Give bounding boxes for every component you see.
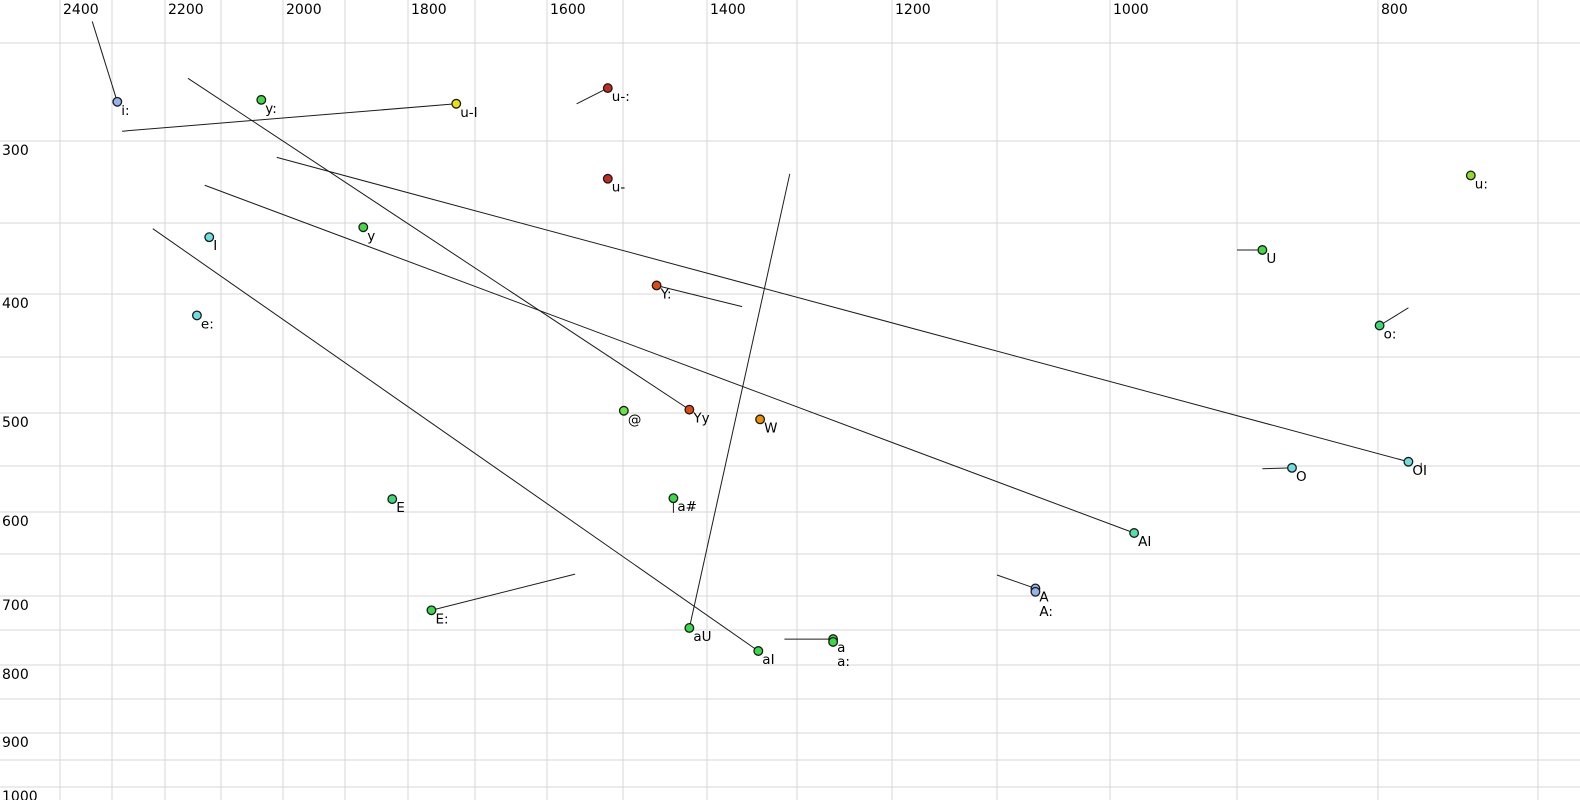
x-axis-tick-label: 2400 xyxy=(63,2,99,18)
vowel-point-label: E xyxy=(396,500,405,516)
x-axis-tick-label: 1800 xyxy=(411,2,447,18)
vowel-point-label: aI xyxy=(762,652,774,668)
vowel-point-label: i: xyxy=(121,103,129,119)
vowel-point[interactable] xyxy=(755,414,766,425)
vowel-point-label: OI xyxy=(1412,463,1427,479)
vowel-point[interactable] xyxy=(358,222,369,233)
vowel-point-label: AI xyxy=(1138,534,1151,550)
vowel-point-label: @ xyxy=(628,412,642,428)
y-axis-tick-label: 800 xyxy=(2,667,29,683)
trajectory-line xyxy=(122,103,457,132)
vowel-point[interactable] xyxy=(191,310,202,321)
x-axis-tick-label: 2000 xyxy=(286,2,322,18)
vowel-point-label: e: xyxy=(201,316,214,332)
x-axis-tick-label: 1200 xyxy=(895,2,931,18)
trajectory-line xyxy=(996,574,1036,589)
trajectory-line xyxy=(204,184,1135,534)
trajectory-line xyxy=(688,173,791,629)
trajectory-lines xyxy=(91,21,1422,652)
vowel-point-label: y xyxy=(367,228,375,244)
x-axis-tick-label: 2200 xyxy=(168,2,204,18)
vowel-point[interactable] xyxy=(451,98,462,109)
vowel-point-label: u- xyxy=(612,180,626,196)
vowel-point[interactable] xyxy=(668,493,679,504)
y-axis-tick-label: 700 xyxy=(2,598,29,614)
trajectory-line xyxy=(152,228,759,652)
vowel-point[interactable] xyxy=(1465,170,1476,181)
y-axis-tick-label: 400 xyxy=(2,296,29,312)
trajectory-line xyxy=(431,573,576,611)
vowel-point-label: u-I xyxy=(460,105,477,121)
x-axis-tick-labels: 2400 2200 2000 1800 1600 1400 1200 1000 800 xyxy=(63,2,1408,18)
vowel-point-label: Yy xyxy=(692,411,709,427)
y-axis-tick-label: 300 xyxy=(2,143,29,159)
vowel-point-label: O xyxy=(1296,469,1307,485)
vowel-point-label: y: xyxy=(265,101,277,117)
y-axis-tick-label: 600 xyxy=(2,514,29,530)
vowel-point[interactable] xyxy=(204,232,215,243)
vowel-point[interactable] xyxy=(426,605,437,616)
vowel-point[interactable] xyxy=(684,404,695,415)
trajectory-line xyxy=(91,21,118,102)
trajectory-line xyxy=(187,77,690,411)
trajectory-line xyxy=(276,156,1409,463)
vowel-point[interactable] xyxy=(1403,456,1414,467)
vowel-points xyxy=(112,83,1476,656)
vowel-point[interactable] xyxy=(684,623,695,633)
vowel-point-label: A xyxy=(1039,589,1049,605)
vowel-point[interactable] xyxy=(1129,528,1140,538)
vowel-point[interactable] xyxy=(1374,320,1385,331)
vowel-point-label: I xyxy=(213,238,217,254)
y-axis-tick-label: 1000 xyxy=(2,789,38,800)
vowel-point[interactable] xyxy=(828,636,839,647)
x-axis-tick-label: 1600 xyxy=(550,2,586,18)
y-axis-tick-labels: 300 400 500 600 700 800 900 1000 xyxy=(2,143,38,800)
vowel-point-label: o: xyxy=(1384,327,1397,343)
vowel-point[interactable] xyxy=(256,94,267,105)
vowel-point-label: u: xyxy=(1475,176,1488,192)
trajectory-line xyxy=(576,87,609,105)
vowel-point[interactable] xyxy=(387,494,398,505)
trajectory-line xyxy=(656,284,743,308)
vowel-point-label: U xyxy=(1266,251,1276,267)
vowel-point[interactable] xyxy=(1287,462,1297,473)
vowel-point-label: a xyxy=(837,640,845,656)
trajectory-line xyxy=(1379,307,1409,326)
vowel-point[interactable] xyxy=(602,173,613,184)
vowel-point[interactable] xyxy=(618,405,629,416)
vowel-point[interactable] xyxy=(1257,245,1268,255)
vowel-point-label: aU xyxy=(693,629,711,645)
vowel-point-label: A: xyxy=(1039,604,1053,620)
vowel-point-label: W xyxy=(764,420,777,436)
y-axis-tick-label: 500 xyxy=(2,415,29,431)
vowel-point-label: E: xyxy=(435,611,448,627)
x-axis-tick-label: 800 xyxy=(1381,2,1408,18)
vowel-point-label: a: xyxy=(837,654,850,670)
vowel-point[interactable] xyxy=(651,280,662,291)
vowel-point-labels: i: y: u-I u-: u-u: y I Ue: Y: o: @ Yy W O OI E a# AI AA: E:… xyxy=(121,89,1488,670)
vowel-point-label: u-: xyxy=(612,89,630,105)
x-axis-tick-label: 1400 xyxy=(710,2,746,18)
vowel-point-label: a# xyxy=(677,499,697,515)
vowel-point[interactable] xyxy=(112,96,123,107)
vowel-point[interactable] xyxy=(1030,586,1041,597)
vowel-point[interactable] xyxy=(753,646,764,656)
vowel-point[interactable] xyxy=(602,83,613,94)
y-axis-tick-label: 900 xyxy=(2,735,29,751)
x-axis-tick-label: 1000 xyxy=(1113,2,1149,18)
vowel-point-label: Y: xyxy=(660,286,672,302)
